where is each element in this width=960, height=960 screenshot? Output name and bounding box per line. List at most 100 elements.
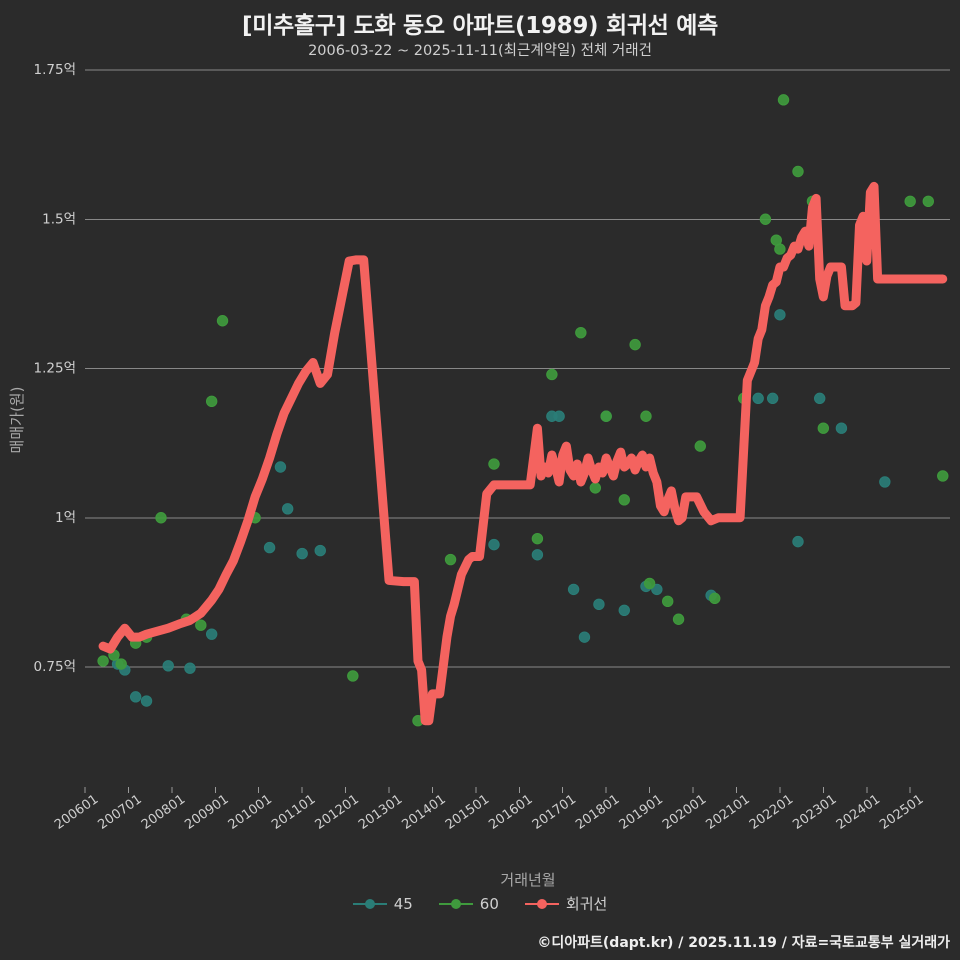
- x-tick-label: 202001: [660, 792, 709, 833]
- data-point: [129, 691, 142, 703]
- data-point: [600, 410, 612, 422]
- data-point: [184, 662, 196, 674]
- x-tick-label: 202401: [834, 792, 883, 833]
- data-point: [162, 660, 174, 672]
- data-point: [444, 553, 457, 566]
- data-point: [553, 410, 565, 422]
- x-axis-tick-labels: 2006012007012008012009012010012011012012…: [52, 792, 926, 833]
- data-point: [643, 577, 656, 590]
- data-point: [922, 195, 934, 208]
- y-axis-tick-labels: 0.75억 1억 1.25억 1.5억 1.75억: [34, 62, 76, 675]
- data-point: [651, 583, 663, 596]
- legend-label-45: 45: [393, 894, 413, 913]
- legend-item-60[interactable]: 60: [438, 894, 499, 913]
- data-point: [567, 583, 580, 596]
- chart-legend: 45 60 회귀선: [0, 893, 960, 914]
- regression-path: [98, 181, 948, 726]
- data-point: [546, 368, 558, 381]
- data-point: [155, 512, 167, 524]
- legend-label-60: 60: [479, 894, 499, 913]
- data-point: [274, 461, 287, 473]
- data-point: [296, 547, 308, 560]
- x-tick-label: 200601: [52, 792, 101, 833]
- x-tick-label: 202301: [790, 792, 839, 833]
- data-point: [195, 619, 207, 631]
- data-point: [263, 541, 276, 554]
- data-point: [879, 476, 891, 488]
- data-point: [115, 658, 127, 670]
- y-tick-label: 1.25억: [34, 361, 76, 377]
- gridlines-group: [85, 69, 950, 668]
- data-point: [694, 440, 706, 452]
- legend-swatch-45-icon: [352, 897, 387, 911]
- data-point: [281, 503, 294, 515]
- data-point: [531, 532, 544, 545]
- x-tick-label: 201401: [399, 792, 448, 833]
- data-point: [792, 535, 804, 548]
- copyright-footer: ©디아파트(dapt.kr) / 2025.11.19 / 자료=국토교통부 실…: [537, 935, 950, 951]
- series-45-points: [111, 309, 891, 707]
- legend-item-45[interactable]: 45: [352, 894, 413, 913]
- x-tick-label: 202501: [877, 792, 926, 833]
- data-point: [216, 315, 229, 327]
- x-tick-label: 201101: [269, 792, 318, 833]
- y-tick-label: 1억: [55, 510, 76, 526]
- y-tick-label: 1.5억: [42, 211, 76, 227]
- data-point: [488, 458, 500, 470]
- data-point: [575, 326, 587, 339]
- y-tick-label: 1.75억: [34, 62, 76, 78]
- data-point: [752, 392, 764, 405]
- legend-item-regression[interactable]: 회귀선: [524, 893, 608, 914]
- series-60-points: [97, 94, 949, 727]
- data-point: [759, 213, 772, 225]
- x-tick-label: 201601: [486, 792, 535, 833]
- y-tick-label: 0.75억: [34, 659, 76, 675]
- regression-line: [98, 181, 948, 726]
- x-tick-label: 201701: [530, 792, 579, 833]
- data-point: [835, 422, 848, 434]
- data-point: [817, 422, 830, 434]
- x-tick-label: 200901: [182, 792, 231, 833]
- chart-subtitle: 2006-03-22 ~ 2025-11-11(최근계약일) 전체 거래건: [308, 43, 652, 59]
- x-tick-label: 201201: [313, 792, 362, 833]
- x-tick-label: 201801: [573, 792, 622, 833]
- data-point: [205, 628, 218, 640]
- data-point: [589, 482, 602, 494]
- data-point: [314, 544, 326, 557]
- data-point: [766, 392, 779, 405]
- data-point: [709, 592, 721, 605]
- legend-swatch-regression-icon: [524, 897, 559, 911]
- data-point: [140, 695, 153, 707]
- x-axis-tick-marks: [84, 787, 911, 793]
- page-title: [미추홀구] 도화 동오 아파트(1989) 회귀선 예측: [242, 13, 718, 39]
- data-point: [347, 670, 359, 682]
- data-point: [578, 631, 591, 643]
- data-point: [97, 655, 109, 667]
- x-tick-label: 202101: [703, 792, 752, 833]
- data-point: [774, 243, 786, 255]
- data-point: [531, 549, 544, 561]
- data-point: [618, 604, 630, 616]
- data-point: [937, 470, 949, 482]
- data-point: [777, 94, 790, 106]
- x-axis-title: 거래년월: [500, 871, 555, 889]
- data-point: [814, 392, 826, 405]
- x-tick-label: 201901: [617, 792, 666, 833]
- data-point: [792, 165, 804, 178]
- x-tick-label: 201001: [226, 792, 275, 833]
- x-tick-label: 200701: [95, 792, 144, 833]
- data-point: [629, 338, 641, 351]
- x-tick-label: 200801: [139, 792, 188, 833]
- x-tick-label: 201301: [356, 792, 405, 833]
- data-point: [661, 595, 674, 608]
- data-point: [488, 538, 500, 551]
- data-point: [774, 309, 786, 321]
- data-point: [904, 195, 916, 208]
- x-tick-label: 201501: [443, 792, 492, 833]
- data-point: [593, 598, 605, 611]
- legend-swatch-60-icon: [438, 897, 473, 911]
- legend-label-regression: 회귀선: [565, 895, 608, 913]
- x-tick-label: 202201: [747, 792, 796, 833]
